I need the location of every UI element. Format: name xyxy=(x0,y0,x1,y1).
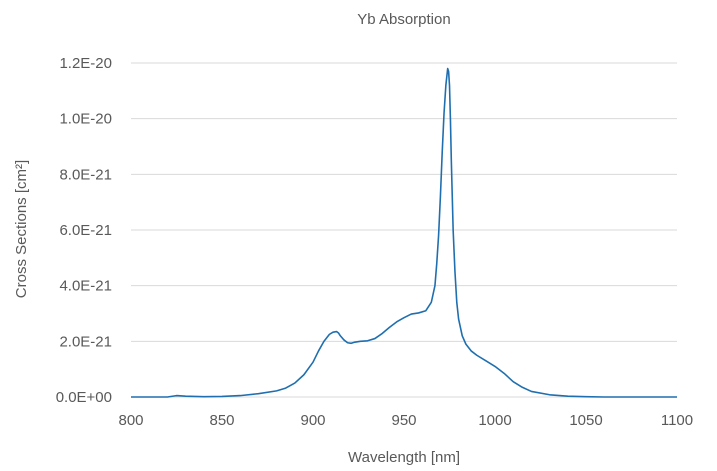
x-axis-label: Wavelength [nm] xyxy=(348,449,460,466)
chart-title: Yb Absorption xyxy=(357,11,450,28)
x-tick-labels: 800 850 900 950 1000 1050 1100 xyxy=(118,412,693,429)
y-tick-label: 4.0E-21 xyxy=(59,278,112,295)
y-tick-label: 1.0E-20 xyxy=(59,111,112,128)
x-tick-label: 1100 xyxy=(661,412,693,429)
y-tick-labels: 0.0E+00 2.0E-21 4.0E-21 6.0E-21 8.0E-21 1.0E-… xyxy=(56,55,112,406)
gridlines xyxy=(131,62,677,398)
x-tick-label: 950 xyxy=(391,412,416,429)
plot-area xyxy=(131,67,677,398)
series-line xyxy=(131,67,677,398)
y-tick-label: 8.0E-21 xyxy=(59,166,112,183)
y-tick-label: 1.2E-20 xyxy=(59,55,112,72)
x-tick-label: 1050 xyxy=(569,412,602,429)
x-tick-label: 800 xyxy=(118,412,143,429)
y-tick-label: 6.0E-21 xyxy=(59,222,112,239)
x-tick-label: 850 xyxy=(209,412,234,429)
x-tick-label: 1000 xyxy=(478,412,511,429)
y-tick-label: 2.0E-21 xyxy=(59,333,112,350)
y-axis-label: Cross Sections [cm²] xyxy=(13,160,30,298)
x-tick-label: 900 xyxy=(300,412,325,429)
y-tick-label: 0.0E+00 xyxy=(56,389,112,406)
